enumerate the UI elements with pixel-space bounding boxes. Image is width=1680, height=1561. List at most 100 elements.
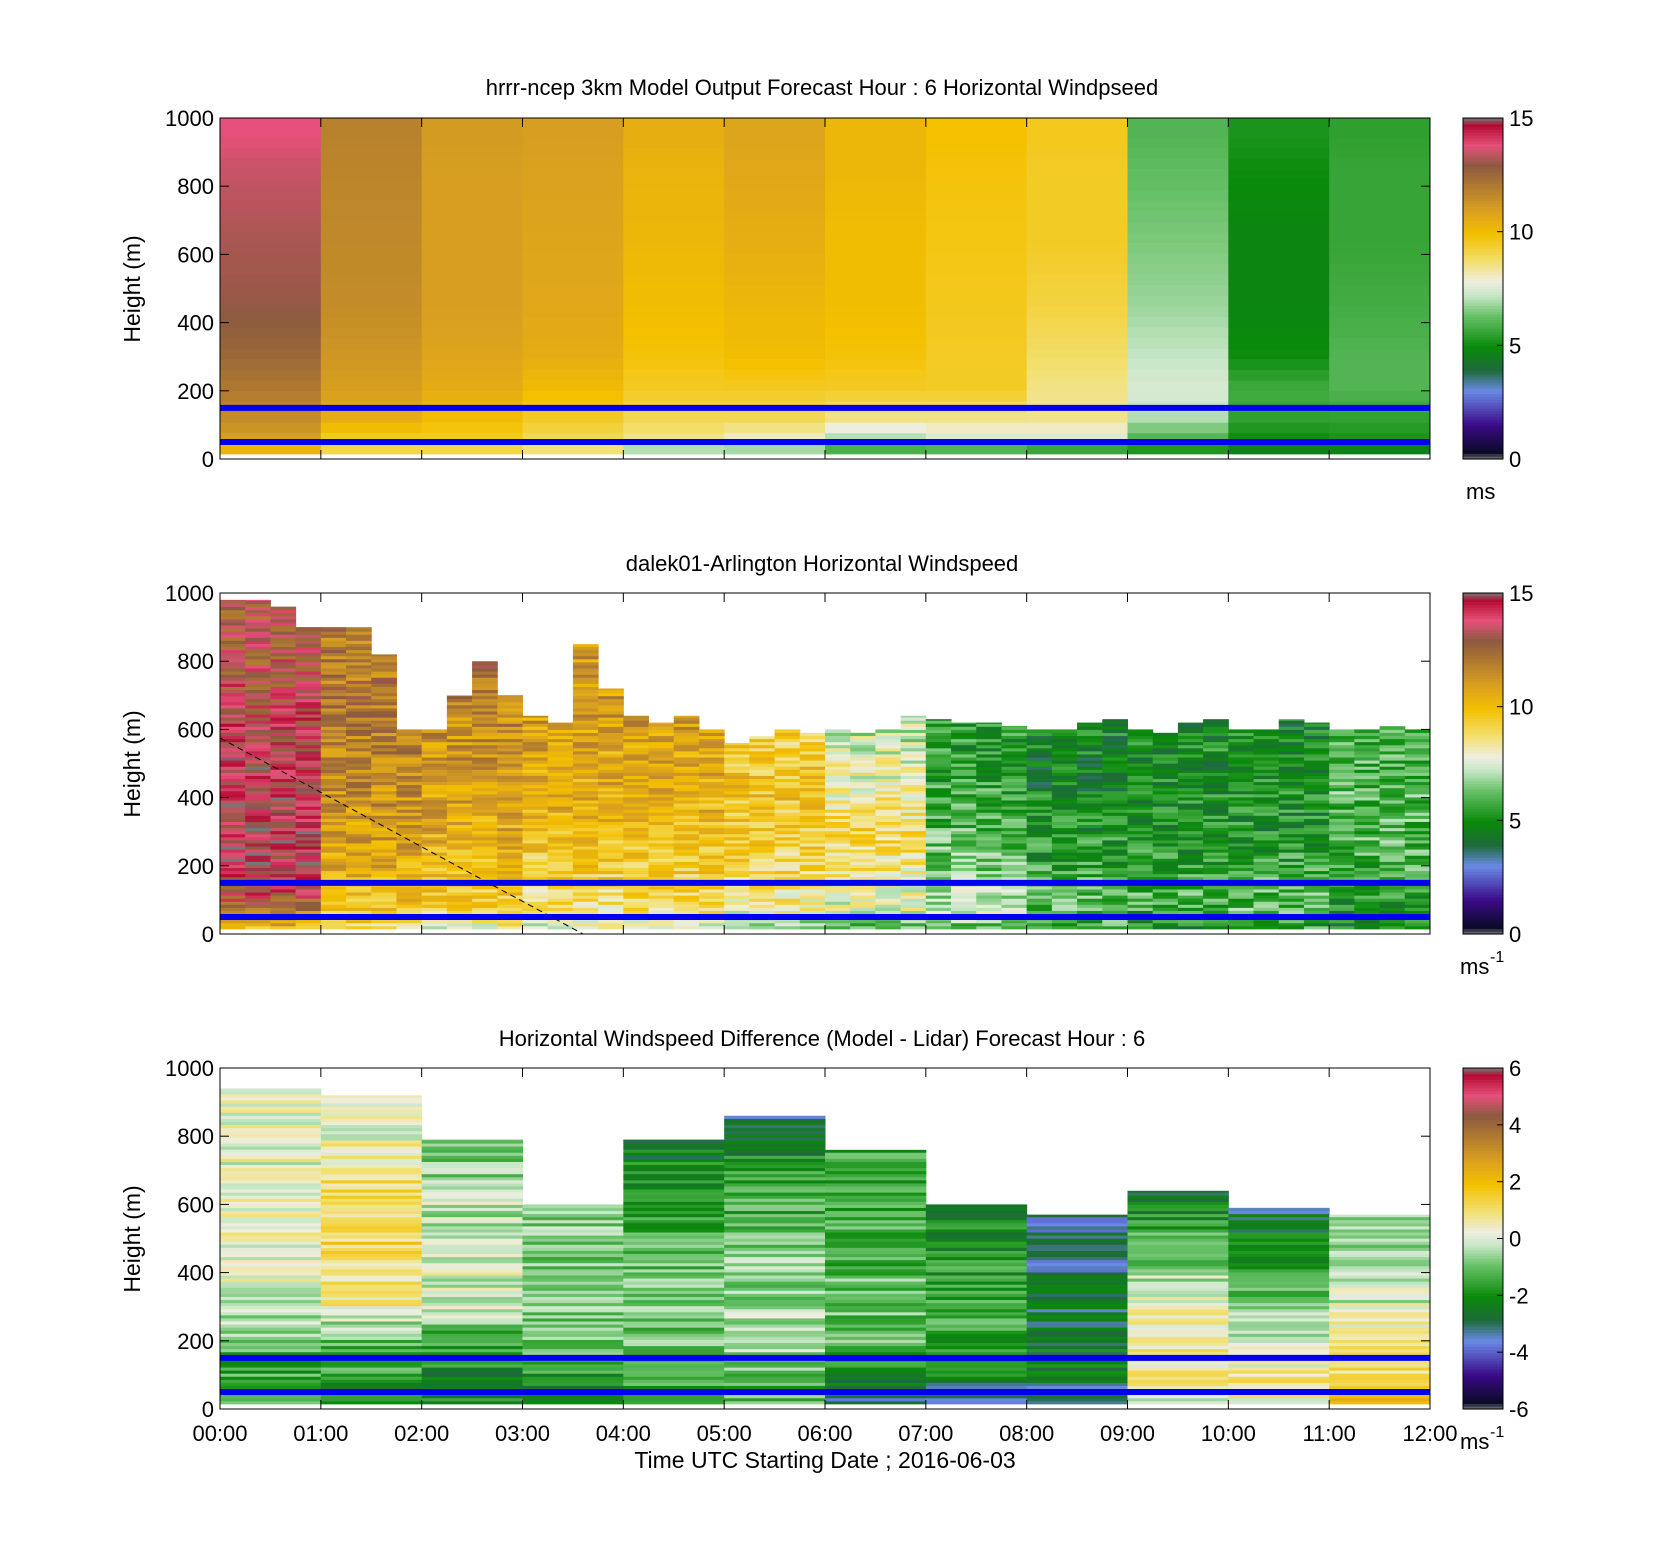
- lidar-heatmap-cell: [320, 695, 347, 700]
- lidar-heatmap-cell: [976, 781, 1002, 786]
- lidar-heatmap-cell: [951, 796, 977, 801]
- difference-heatmap-cell: [825, 1262, 927, 1267]
- lidar-heatmap-cell: [220, 686, 246, 690]
- lidar-heatmap-cell: [1026, 876, 1053, 881]
- lidar-heatmap-cell: [749, 855, 776, 859]
- lidar-heatmap-cell: [648, 864, 675, 869]
- lidar-heatmap-cell: [1102, 885, 1128, 890]
- lidar-heatmap-cell: [774, 796, 801, 801]
- lidar-heatmap-cell: [220, 683, 246, 687]
- lidar-heatmap-cell: [220, 747, 246, 752]
- difference-heatmap-cell: [421, 1164, 523, 1169]
- model-heatmap-cell: [1026, 136, 1128, 148]
- lidar-heatmap-cell: [1404, 735, 1431, 740]
- model-heatmap-cell: [320, 168, 423, 180]
- model-heatmap-cell: [1228, 358, 1330, 370]
- lidar-heatmap-cell: [698, 821, 725, 826]
- lidar-heatmap-cell: [245, 707, 271, 712]
- lidar-heatmap-cell: [547, 839, 574, 844]
- lidar-heatmap-cell: [1152, 873, 1179, 878]
- difference-heatmap-cell: [623, 1397, 725, 1402]
- lidar-heatmap-cell: [1404, 852, 1431, 856]
- model-heatmap-cell: [522, 263, 624, 275]
- lidar-heatmap-cell: [472, 809, 498, 813]
- lidar-heatmap-cell: [724, 799, 750, 804]
- lidar-heatmap-cell: [245, 787, 271, 792]
- lidar-heatmap-cell: [1278, 901, 1305, 905]
- lidar-heatmap-cell: [1203, 772, 1229, 776]
- lidar-heatmap-cell: [1379, 757, 1406, 761]
- lidar-heatmap-cell: [825, 787, 851, 792]
- difference-heatmap-cell: [623, 1394, 725, 1399]
- lidar-heatmap-cell: [320, 898, 347, 902]
- lidar-heatmap-cell: [270, 864, 297, 869]
- lidar-heatmap-cell: [976, 803, 1002, 807]
- difference-heatmap-cell: [421, 1394, 523, 1399]
- lidar-heatmap-cell: [1127, 904, 1154, 908]
- model-colorbar-segment: [1463, 453, 1503, 457]
- lidar-heatmap-cell: [976, 778, 1002, 783]
- lidar-heatmap-cell: [1329, 861, 1355, 865]
- lidar-heatmap-cell: [1127, 818, 1154, 822]
- lidar-heatmap-cell: [547, 818, 574, 822]
- lidar-heatmap-cell: [270, 674, 297, 678]
- lidar-heatmap-cell: [396, 787, 423, 792]
- lidar-heatmap-cell: [951, 757, 977, 761]
- lidar-heatmap-cell: [1001, 873, 1028, 878]
- lidar-heatmap-cell: [900, 895, 927, 899]
- model-heatmap-cell: [1329, 263, 1431, 275]
- lidar-heatmap-cell: [446, 732, 473, 737]
- lidar-heatmap-cell: [1001, 861, 1028, 865]
- lidar-heatmap-cell: [320, 753, 347, 758]
- model-heatmap-cell: [320, 253, 423, 265]
- lidar-heatmap-cell: [1127, 809, 1154, 813]
- lidar-heatmap-cell: [673, 855, 700, 859]
- difference-heatmap-cell: [522, 1373, 624, 1377]
- model-heatmap-cell: [1329, 295, 1431, 307]
- lidar-heatmap-cell: [295, 741, 322, 746]
- lidar-heatmap-cell: [1127, 738, 1154, 743]
- model-colorbar-segment: [1463, 351, 1503, 355]
- lidar-heatmap-cell: [270, 867, 297, 872]
- lidar-heatmap-cell: [1354, 735, 1381, 740]
- lidar-heatmap-cell: [572, 664, 599, 669]
- lidar-heatmap-cell: [951, 824, 977, 829]
- lidar-heatmap-cell: [547, 757, 574, 761]
- lidar-heatmap-cell: [598, 830, 624, 835]
- lidar-heatmap-cell: [951, 895, 977, 899]
- lidar-heatmap-cell: [825, 784, 851, 789]
- lidar-colorbar-segment: [1463, 638, 1503, 642]
- lidar-heatmap-cell: [648, 815, 675, 819]
- lidar-heatmap-cell: [220, 599, 246, 601]
- lidar-heatmap-cell: [446, 818, 473, 822]
- difference-heatmap-cell: [623, 1216, 725, 1221]
- difference-heatmap-cell: [825, 1339, 927, 1344]
- lidar-heatmap-cell: [472, 710, 498, 715]
- lidar-heatmap-cell: [1203, 830, 1229, 835]
- lidar-heatmap-cell: [951, 910, 977, 915]
- lidar-heatmap-cell: [346, 760, 372, 764]
- lidar-colorbar-segment: [1463, 831, 1503, 836]
- lidar-heatmap-cell: [572, 904, 599, 908]
- lidar-heatmap-cell: [598, 775, 624, 779]
- lidar-heatmap-cell: [951, 901, 977, 905]
- lidar-heatmap-cell: [698, 766, 725, 770]
- lidar-heatmap-cell: [497, 907, 523, 911]
- difference-heatmap-cell: [623, 1176, 725, 1181]
- panel-lidar-x-ticks: [219, 593, 1431, 934]
- difference-heatmap-cell: [724, 1222, 826, 1227]
- lidar-heatmap-cell: [421, 839, 448, 844]
- lidar-heatmap-cell: [472, 717, 498, 721]
- lidar-heatmap-cell: [724, 815, 750, 819]
- lidar-heatmap-cell: [1077, 885, 1103, 890]
- lidar-heatmap-cell: [598, 760, 624, 764]
- difference-heatmap-cell: [522, 1222, 624, 1227]
- lidar-heatmap-cell: [900, 898, 927, 902]
- lidar-heatmap-cell: [1228, 757, 1255, 761]
- lidar-heatmap-cell: [825, 873, 851, 878]
- lidar-heatmap-cell: [951, 904, 977, 908]
- lidar-heatmap-cell: [547, 833, 574, 838]
- difference-heatmap-cell: [320, 1345, 423, 1350]
- lidar-heatmap-cell: [623, 744, 650, 749]
- lidar-heatmap-cell: [1404, 895, 1431, 899]
